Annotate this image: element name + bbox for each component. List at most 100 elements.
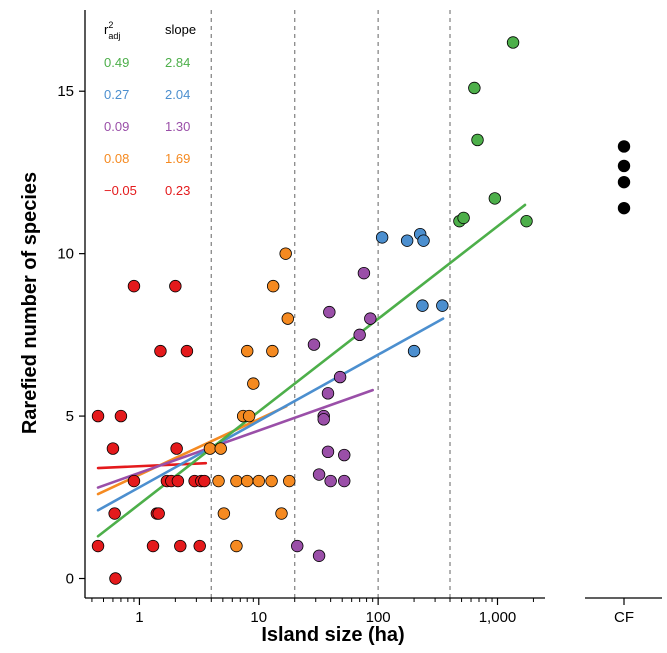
data-point xyxy=(317,413,330,426)
data-point xyxy=(307,338,321,351)
data-point xyxy=(312,549,326,562)
data-point xyxy=(436,299,449,312)
data-point xyxy=(91,539,105,553)
legend-r2-value: 0.09 xyxy=(104,119,129,134)
legend-slope-value: 2.84 xyxy=(165,55,190,70)
data-point xyxy=(417,234,430,247)
cf-point xyxy=(617,140,631,153)
data-point xyxy=(266,344,279,358)
data-point xyxy=(180,344,194,358)
y-tick-label: 5 xyxy=(66,408,74,425)
data-point xyxy=(127,474,141,488)
data-point xyxy=(108,507,121,520)
regression-lines xyxy=(96,203,527,538)
data-point xyxy=(170,442,183,455)
data-point xyxy=(416,299,429,312)
x-tick-label: 10 xyxy=(250,609,267,626)
data-point xyxy=(241,474,254,488)
legend-slope-value: 1.69 xyxy=(165,151,190,166)
y-tick-label: 10 xyxy=(57,246,74,263)
legend-slope-value: 1.30 xyxy=(165,119,190,134)
data-point xyxy=(364,312,377,325)
data-point xyxy=(230,474,243,488)
regression-line xyxy=(96,203,527,538)
data-point xyxy=(471,133,484,147)
data-point xyxy=(338,448,351,462)
data-point xyxy=(400,234,414,247)
data-point xyxy=(321,387,335,400)
cf-point xyxy=(617,175,631,189)
data-point xyxy=(198,474,211,488)
legend-r2-value: 0.49 xyxy=(104,55,129,70)
data-point xyxy=(266,279,280,293)
x-tick-label: 1 xyxy=(135,609,143,626)
data-point xyxy=(323,305,336,319)
data-point xyxy=(265,474,278,488)
legend-r2-value: 0.08 xyxy=(104,151,129,166)
data-point xyxy=(520,214,533,228)
data-point xyxy=(214,442,227,455)
data-point xyxy=(193,539,206,553)
data-point xyxy=(283,474,296,488)
data-point xyxy=(146,539,160,553)
data-point xyxy=(217,507,231,520)
threshold-lines xyxy=(210,10,451,598)
data-point xyxy=(488,192,502,205)
data-point xyxy=(152,507,165,520)
data-point xyxy=(281,312,294,325)
legend-r2-value: −0.05 xyxy=(104,183,137,198)
data-point xyxy=(457,211,470,225)
data-point xyxy=(468,81,481,95)
data-point xyxy=(203,442,217,455)
data-point xyxy=(106,442,120,455)
data-points xyxy=(91,36,533,585)
legend-slope-value: 0.23 xyxy=(165,183,190,198)
x-tick-label: 1,000 xyxy=(479,609,517,626)
cf-tick-label: CF xyxy=(614,609,634,626)
data-point xyxy=(91,409,105,423)
data-point xyxy=(279,247,292,260)
data-point xyxy=(324,474,337,488)
data-point xyxy=(242,409,256,423)
data-point xyxy=(169,279,182,293)
legend-header-r2: r2 adj xyxy=(104,20,120,41)
regression-line xyxy=(96,317,445,512)
data-point xyxy=(230,539,243,553)
regression-line xyxy=(96,461,208,470)
data-point xyxy=(357,266,371,280)
y-tick-label: 0 xyxy=(66,571,74,588)
y-axis-title: Rarefied number of species xyxy=(19,172,41,434)
data-point xyxy=(407,344,421,358)
y-tick-label: 15 xyxy=(57,83,74,100)
data-point xyxy=(375,231,389,244)
data-point xyxy=(338,474,351,488)
cf-panel: CF xyxy=(585,140,662,626)
data-point xyxy=(506,36,520,49)
data-point xyxy=(252,474,265,488)
cf-point xyxy=(617,201,631,215)
data-point xyxy=(333,370,347,384)
legend-header-slope: slope xyxy=(165,22,196,37)
cf-point xyxy=(617,159,631,173)
legend-r2-value: 0.27 xyxy=(104,87,129,102)
data-point xyxy=(109,572,122,585)
legend: r2 adj slope 0.49 2.84 0.27 2.04 0.09 1.30 0.08 1.… xyxy=(104,20,196,198)
data-point xyxy=(171,474,185,488)
data-point xyxy=(154,344,167,358)
data-point xyxy=(353,328,366,342)
data-point xyxy=(291,539,304,553)
data-point xyxy=(275,507,288,520)
data-point xyxy=(212,474,225,488)
axes: 0 5 10 15 1 10 100 1,000 xyxy=(57,10,545,626)
x-axis-title: Island size (ha) xyxy=(261,624,404,646)
data-point xyxy=(247,377,260,390)
regression-line xyxy=(96,388,374,489)
data-point xyxy=(321,445,335,459)
data-point xyxy=(312,468,326,481)
data-point xyxy=(174,539,187,553)
data-point xyxy=(241,344,254,358)
data-point xyxy=(127,279,141,293)
data-point xyxy=(114,409,128,423)
legend-slope-value: 2.04 xyxy=(165,87,190,102)
